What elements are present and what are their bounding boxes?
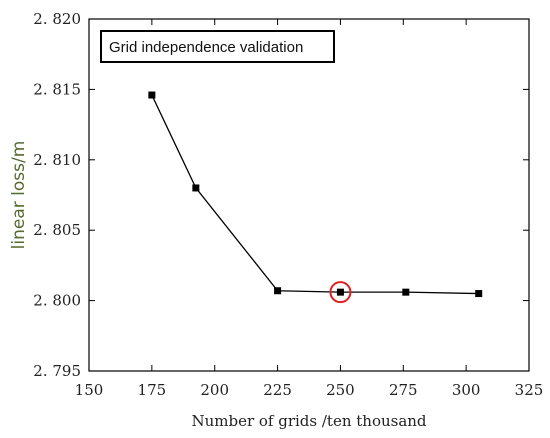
x-tick-label: 250	[326, 381, 355, 399]
x-tick-label: 275	[389, 381, 418, 399]
x-axis-ticks: 150 175 200 225 250 275 300 325	[75, 19, 544, 399]
series-line	[151, 94, 479, 295]
x-tick-label: 225	[263, 381, 292, 399]
y-tick-label: 2. 800	[33, 292, 81, 310]
y-tick-label: 2. 815	[33, 80, 81, 98]
y-axis-label: linear loss/m	[9, 141, 29, 250]
x-tick-label: 325	[515, 381, 544, 399]
data-point	[475, 290, 483, 298]
highlight-circle	[329, 281, 352, 304]
y-tick-label: 2. 795	[33, 362, 81, 380]
x-tick-label: 300	[452, 381, 481, 399]
data-point	[336, 288, 344, 296]
data-point	[192, 184, 200, 192]
x-axis-label: Number of grids /ten thousand	[191, 412, 426, 430]
legend-text: Grid independence validation	[109, 39, 303, 56]
x-tick-label: 175	[138, 381, 167, 399]
legend: Grid independence validation	[100, 30, 335, 63]
series-layer	[148, 91, 483, 304]
legend-box	[100, 30, 335, 63]
y-tick-label: 2. 820	[33, 10, 81, 28]
data-point	[274, 287, 282, 295]
plot-frame	[88, 18, 530, 372]
x-tick-label: 150	[75, 381, 104, 399]
y-axis-ticks: 2. 795 2. 800 2. 805 2. 810 2. 815 2. 820	[33, 10, 529, 380]
y-tick-label: 2. 805	[33, 221, 81, 239]
x-tick-label: 200	[200, 381, 229, 399]
data-point	[148, 91, 156, 99]
data-point	[402, 288, 410, 296]
y-tick-label: 2. 810	[33, 151, 81, 169]
